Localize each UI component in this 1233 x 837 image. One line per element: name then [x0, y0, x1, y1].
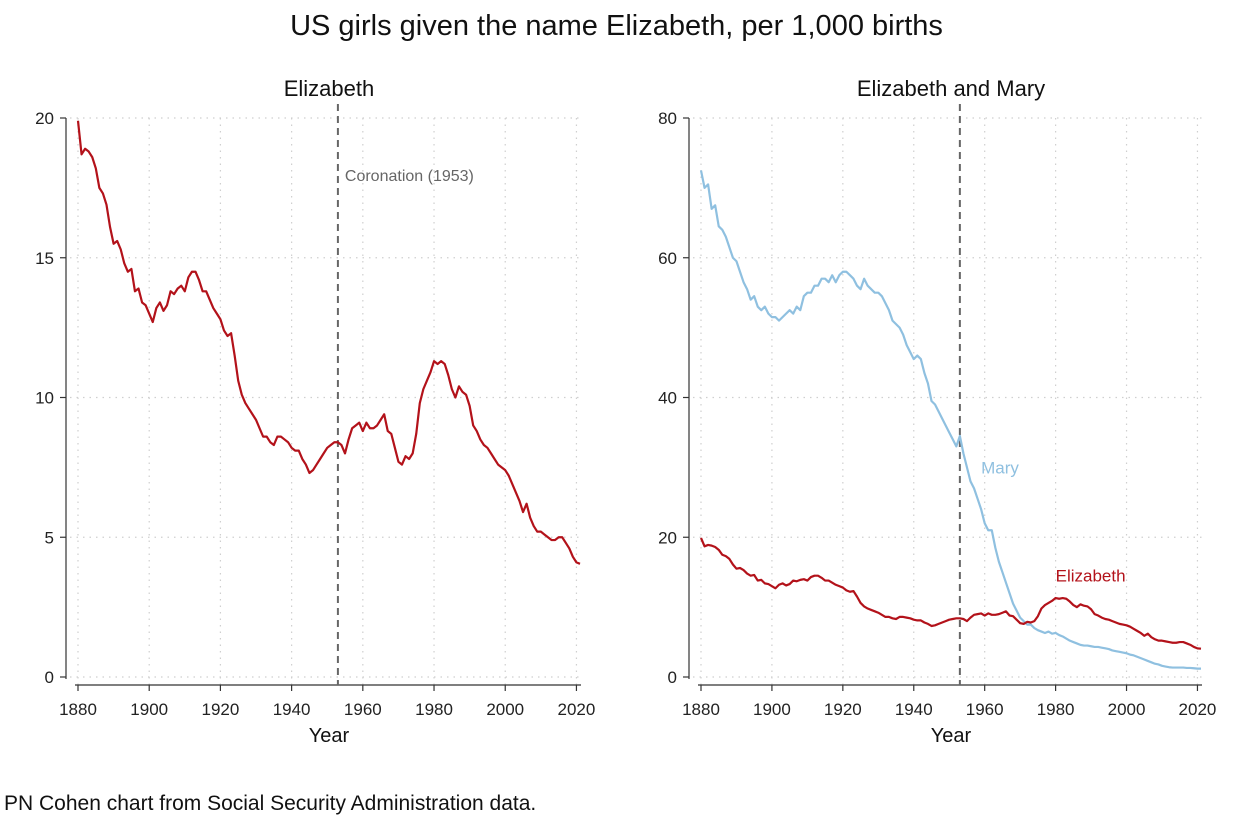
x-tick-label: 1900: [130, 700, 168, 719]
y-tick-label: 5: [45, 528, 54, 547]
y-tick-label: 0: [45, 668, 54, 687]
x-tick-label: 2020: [1179, 700, 1217, 719]
panel-elizabeth-and-mary: Elizabeth and Mary 0 20 40 60 80 1880 1900 1920 1…: [658, 76, 1216, 747]
x-axis-label: Year: [931, 725, 972, 747]
x-tick-label: 1960: [344, 700, 382, 719]
x-tick-label: 2000: [486, 700, 524, 719]
x-tick-label: 1940: [273, 700, 311, 719]
y-tick-label: 10: [35, 389, 54, 408]
panel-title: Elizabeth and Mary: [857, 76, 1045, 101]
x-tick-label: 1960: [966, 700, 1004, 719]
panel-title: Elizabeth: [284, 76, 375, 101]
x-tick-label: 1880: [682, 700, 720, 719]
y-tick-label: 20: [658, 528, 677, 547]
y-tick-label: 40: [658, 389, 677, 408]
x-tick-label: 1980: [415, 700, 453, 719]
main-title: US girls given the name Elizabeth, per 1…: [290, 10, 943, 42]
series-label-mary: Mary: [981, 458, 1019, 477]
x-tick-label: 2000: [1108, 700, 1146, 719]
x-tick-label: 2020: [558, 700, 596, 719]
y-tick-label: 15: [35, 249, 54, 268]
x-tick-label: 1920: [824, 700, 862, 719]
series-line-mary: [699, 170, 1201, 670]
x-tick-label: 1920: [201, 700, 239, 719]
x-axis-label: Year: [309, 725, 350, 747]
panel-elizabeth: Elizabeth 0 5 10 15 20 1880 1900 1920 1940 1960 198…: [35, 76, 595, 747]
series-line-elizabeth: [76, 120, 581, 565]
y-tick-label: 0: [668, 668, 677, 687]
y-tick-label: 60: [658, 249, 677, 268]
x-tick-label: 1900: [753, 700, 791, 719]
series-line-elizabeth: [699, 537, 1202, 650]
coronation-label: Coronation (1953): [345, 168, 474, 185]
x-tick-label: 1880: [59, 700, 97, 719]
series-label-elizabeth: Elizabeth: [1056, 567, 1126, 586]
y-tick-label: 20: [35, 109, 54, 128]
x-tick-label: 1940: [895, 700, 933, 719]
y-tick-label: 80: [658, 109, 677, 128]
source-note: PN Cohen chart from Social Security Admi…: [4, 792, 537, 815]
x-tick-label: 1980: [1037, 700, 1075, 719]
